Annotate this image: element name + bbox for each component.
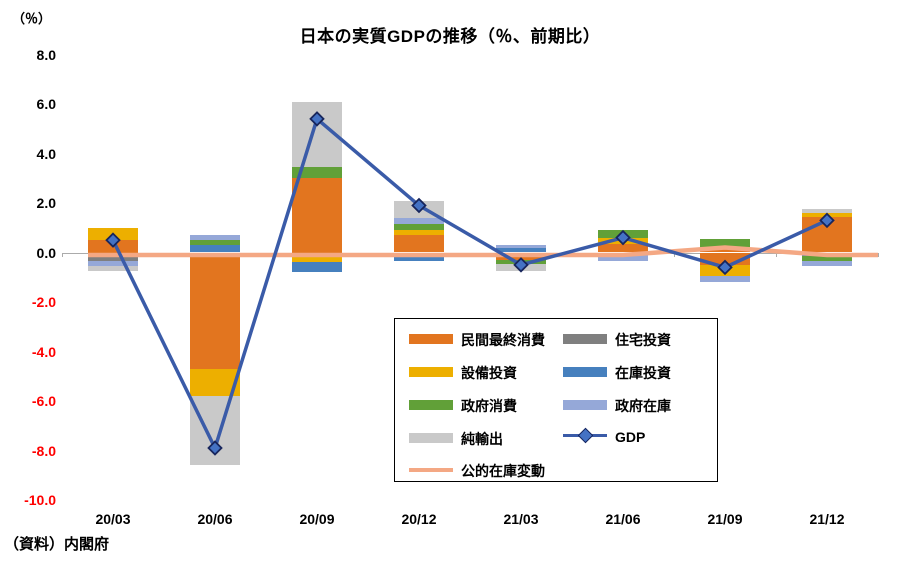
legend-label-capex: 設備投資 [461,365,517,381]
legend-label-housing: 住宅投資 [615,332,671,348]
bar-segment-inventory [394,254,444,262]
y-tick-label: 0.0 [36,244,56,261]
bar-segment-gov_consumption [700,238,750,248]
bar-segment-net_exports [190,396,240,466]
bar-segment-gov_inventory [190,235,240,241]
bar-segment-net_exports [802,209,852,213]
legend-item-public_inventory_change: 公的在庫変動 [409,460,559,480]
bar-segment-housing [88,252,138,262]
bar-segment-capex [394,230,444,236]
x-axis-tick [776,252,777,257]
x-axis-tick [878,252,879,257]
bar-segment-gov_inventory [394,217,444,225]
y-tick-label: -2.0 [31,294,56,310]
x-axis-tick [266,252,267,257]
x-axis-tick [572,252,573,257]
legend-label-gdp: GDP [615,429,646,445]
legend-swatch-private_consumption [409,334,453,344]
y-tick-label: -10.0 [24,492,56,508]
bar-segment-private_consumption [88,240,138,253]
bar-segment-inventory [190,245,240,253]
legend-item-capex: 設備投資 [409,362,559,382]
legend-item-housing: 住宅投資 [563,329,713,349]
bar-segment-capex [190,368,240,397]
legend-diamond-marker [577,427,594,444]
legend-item-gdp: GDP [563,427,713,448]
bar-segment-capex [700,264,750,276]
x-axis-tick [164,252,165,257]
x-category-label: 20/09 [299,511,335,527]
legend-label-net_exports: 純輸出 [461,431,503,447]
bar-segment-private_consumption [496,252,546,260]
bar-segment-private_consumption [598,243,648,253]
legend-swatch-gov_inventory [563,400,607,410]
legend-item-net_exports: 純輸出 [409,428,559,448]
x-category-label: 20/03 [95,511,131,527]
bar-segment-gov_inventory [598,252,648,262]
y-tick-label: 8.0 [36,46,56,63]
bar-segment-net_exports [394,200,444,218]
bar-segment-gov_consumption [598,230,648,238]
chart-title: 日本の実質GDPの推移（％、前期比） [299,27,601,46]
y-tick-label: -4.0 [31,343,56,360]
bar-segment-private_consumption [292,178,342,253]
bar-segment-net_exports [496,263,546,272]
bar-segment-capex [598,237,648,244]
source-note: （資料）内閣府 [4,536,110,553]
legend-swatch-inventory [563,367,607,377]
bar-segment-gov_inventory [496,245,546,248]
x-axis-tick [674,252,675,257]
legend-label-gov_consumption: 政府消費 [461,398,517,414]
y-tick-label: 4.0 [36,145,56,162]
y-axis-unit-label: （％） [12,11,52,26]
x-axis-tick [368,252,369,257]
legend-label-inventory: 在庫投資 [615,365,671,381]
bar-segment-net_exports [292,101,342,168]
x-category-label: 21/06 [605,511,641,527]
x-category-label: 21/03 [503,511,539,527]
x-category-label: 20/12 [401,511,437,527]
bar-segment-gov_consumption [190,240,240,246]
y-tick-label: -6.0 [31,393,56,409]
y-tick-label: 6.0 [36,96,56,112]
legend-item-gov_inventory: 政府在庫 [563,395,713,415]
x-axis-tick [470,252,471,257]
bar-segment-capex [88,227,138,241]
legend-box: 民間最終消費 設備投資政府消費純輸出公的在庫変動 住宅投資在庫投資政府在庫 GDP [394,318,718,482]
bar-segment-gov_consumption [292,167,342,179]
bar-segment-gov_inventory [802,261,852,267]
bar-segment-gov_consumption [394,224,444,231]
bar-segment-gov_inventory [700,276,750,283]
legend-swatch-gov_consumption [409,400,453,410]
bar-segment-capex [802,212,852,217]
legend-swatch-net_exports [409,433,453,443]
y-tick-label: -8.0 [31,442,56,459]
legend-item-inventory: 在庫投資 [563,362,713,382]
bar-segment-net_exports [88,266,138,272]
bar-segment-private_consumption [394,235,444,253]
x-category-label: 21/12 [809,511,845,527]
bar-segment-inventory [292,262,342,273]
legend-swatch-housing [563,334,607,344]
legend-swatch-capex [409,367,453,377]
x-category-label: 21/09 [707,511,743,527]
legend-item-gov_consumption: 政府消費 [409,395,559,415]
legend-item-private_consumption: 民間最終消費 [409,329,559,349]
legend-label-public_inventory_change: 公的在庫変動 [461,463,545,479]
legend-label-gov_inventory: 政府在庫 [615,398,671,414]
bar-segment-private_consumption [802,216,852,253]
x-category-label: 20/06 [197,511,233,527]
legend-label-private_consumption: 民間最終消費 [461,332,545,348]
y-tick-label: 2.0 [36,195,56,211]
bar-segment-private_consumption [190,252,240,369]
legend-line-public_inventory_change [409,468,453,472]
x-axis-tick [62,252,63,257]
bar-segment-private_consumption [700,252,750,265]
